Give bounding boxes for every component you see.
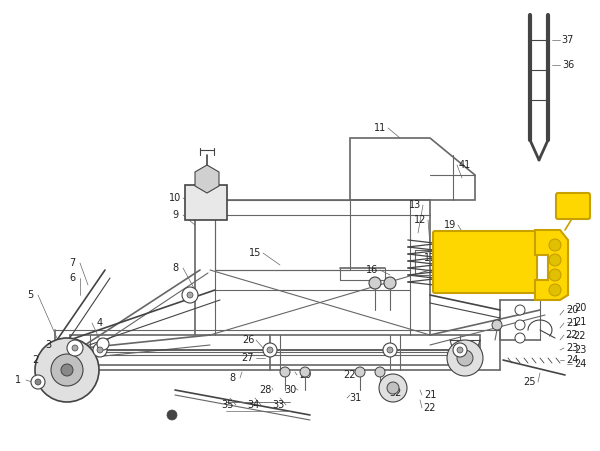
Circle shape: [182, 287, 198, 303]
Text: 10: 10: [169, 193, 181, 203]
Text: 13: 13: [409, 200, 421, 210]
Text: 5: 5: [27, 290, 33, 300]
Circle shape: [67, 340, 83, 356]
Text: 23: 23: [574, 345, 586, 355]
FancyBboxPatch shape: [433, 231, 537, 293]
Circle shape: [379, 374, 407, 402]
Text: 2: 2: [32, 355, 38, 365]
Circle shape: [167, 410, 177, 420]
Circle shape: [384, 277, 396, 289]
Text: 22: 22: [574, 331, 586, 341]
Text: 24: 24: [574, 359, 586, 369]
Text: 6: 6: [69, 273, 75, 283]
Text: 22: 22: [344, 370, 356, 380]
Circle shape: [457, 347, 463, 353]
Circle shape: [72, 345, 78, 351]
Text: 24: 24: [566, 355, 578, 365]
Polygon shape: [195, 165, 219, 193]
Text: 12: 12: [414, 215, 426, 225]
Circle shape: [549, 254, 561, 266]
Text: 21: 21: [424, 390, 436, 400]
Text: 32: 32: [389, 388, 401, 398]
Text: 15: 15: [249, 248, 261, 258]
Text: 8: 8: [172, 263, 178, 273]
Circle shape: [549, 239, 561, 251]
Text: 21: 21: [574, 317, 586, 327]
Text: 7: 7: [69, 258, 75, 268]
FancyBboxPatch shape: [556, 193, 590, 219]
Text: 8: 8: [229, 373, 235, 383]
Text: 25: 25: [524, 377, 536, 387]
Text: 36: 36: [562, 60, 574, 70]
Circle shape: [492, 320, 502, 330]
Circle shape: [355, 367, 365, 377]
Text: 26: 26: [242, 335, 254, 345]
FancyBboxPatch shape: [185, 185, 227, 220]
Circle shape: [31, 375, 45, 389]
Text: 31: 31: [349, 393, 361, 403]
Text: 29: 29: [299, 370, 311, 380]
Circle shape: [97, 338, 109, 350]
Text: 40: 40: [431, 265, 443, 275]
Text: 34: 34: [247, 400, 259, 410]
Circle shape: [93, 343, 107, 357]
Text: 14: 14: [565, 201, 581, 211]
Text: 1: 1: [15, 375, 21, 385]
Text: 35: 35: [222, 400, 234, 410]
Text: 41: 41: [459, 160, 471, 170]
Circle shape: [61, 364, 73, 376]
Text: 20: 20: [566, 305, 578, 315]
Text: 9: 9: [172, 210, 178, 220]
Circle shape: [383, 343, 397, 357]
Circle shape: [267, 347, 273, 353]
Text: 17: 17: [424, 253, 436, 263]
Circle shape: [457, 350, 473, 366]
Circle shape: [280, 367, 290, 377]
Text: 22: 22: [424, 403, 436, 413]
Text: 19: 19: [444, 220, 456, 230]
Circle shape: [97, 347, 103, 353]
Circle shape: [300, 367, 310, 377]
Circle shape: [387, 347, 393, 353]
Text: 33: 33: [272, 400, 284, 410]
Text: 21: 21: [566, 318, 578, 328]
Text: 3: 3: [45, 340, 51, 350]
Circle shape: [515, 333, 525, 343]
Circle shape: [35, 379, 41, 385]
Circle shape: [263, 343, 277, 357]
Text: 28: 28: [259, 385, 271, 395]
Text: 4: 4: [97, 318, 103, 328]
Text: 27: 27: [242, 353, 254, 363]
Circle shape: [515, 305, 525, 315]
Circle shape: [375, 367, 385, 377]
Circle shape: [51, 354, 83, 386]
Circle shape: [187, 292, 193, 298]
Text: 16: 16: [366, 265, 378, 275]
Circle shape: [35, 338, 99, 402]
Text: 11: 11: [374, 123, 386, 133]
Text: 37: 37: [562, 35, 574, 45]
Polygon shape: [535, 230, 568, 300]
Text: 22: 22: [566, 330, 578, 340]
Text: 18: 18: [442, 243, 454, 253]
Text: 30: 30: [284, 385, 296, 395]
Circle shape: [549, 269, 561, 281]
Circle shape: [447, 340, 483, 376]
Circle shape: [369, 277, 381, 289]
Circle shape: [515, 320, 525, 330]
Text: 20: 20: [574, 303, 586, 313]
Circle shape: [453, 343, 467, 357]
Circle shape: [387, 382, 399, 394]
Text: 23: 23: [566, 343, 578, 353]
Circle shape: [549, 284, 561, 296]
